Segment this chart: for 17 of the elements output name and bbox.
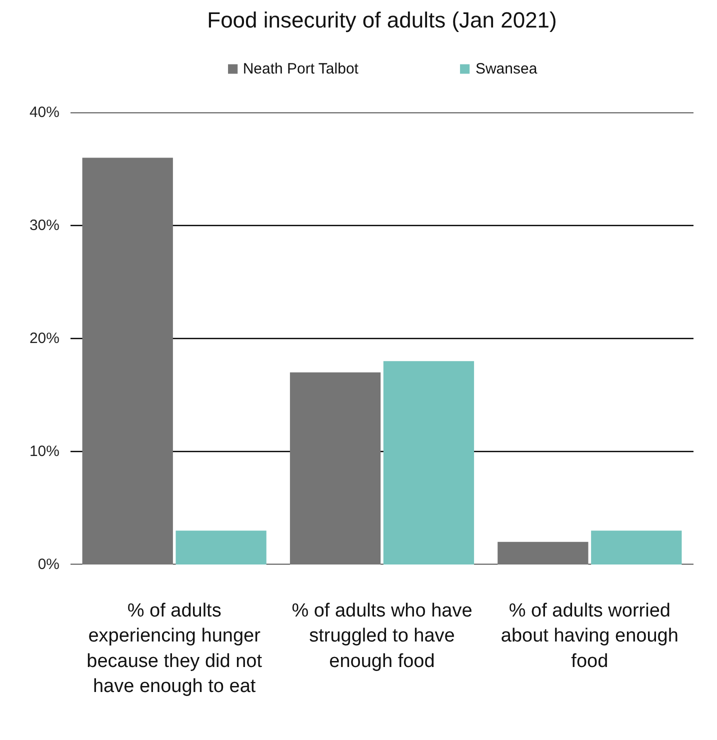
legend-label: Swansea — [475, 60, 538, 77]
y-tick-label: 30% — [29, 217, 60, 234]
bar — [82, 158, 173, 564]
y-tick-label: 40% — [29, 104, 60, 121]
y-tick-label: 10% — [29, 443, 60, 460]
y-tick-label: 20% — [29, 330, 60, 347]
y-tick-label: 0% — [38, 556, 60, 573]
x-tick-label: % of adults experiencing hunger because they did not have enough to eat — [86, 600, 263, 698]
bar — [383, 361, 474, 564]
bar — [498, 542, 588, 564]
chart-title: Food insecurity of adults (Jan 2021) — [207, 8, 557, 32]
bar — [176, 530, 266, 564]
bar — [591, 530, 682, 564]
x-tick-label: % of adults worried about having enough food — [500, 600, 678, 672]
legend-label: Neath Port Talbot — [242, 60, 358, 77]
bar — [290, 372, 381, 564]
x-tick-label: % of adults who have struggled to have enough food — [292, 600, 472, 672]
